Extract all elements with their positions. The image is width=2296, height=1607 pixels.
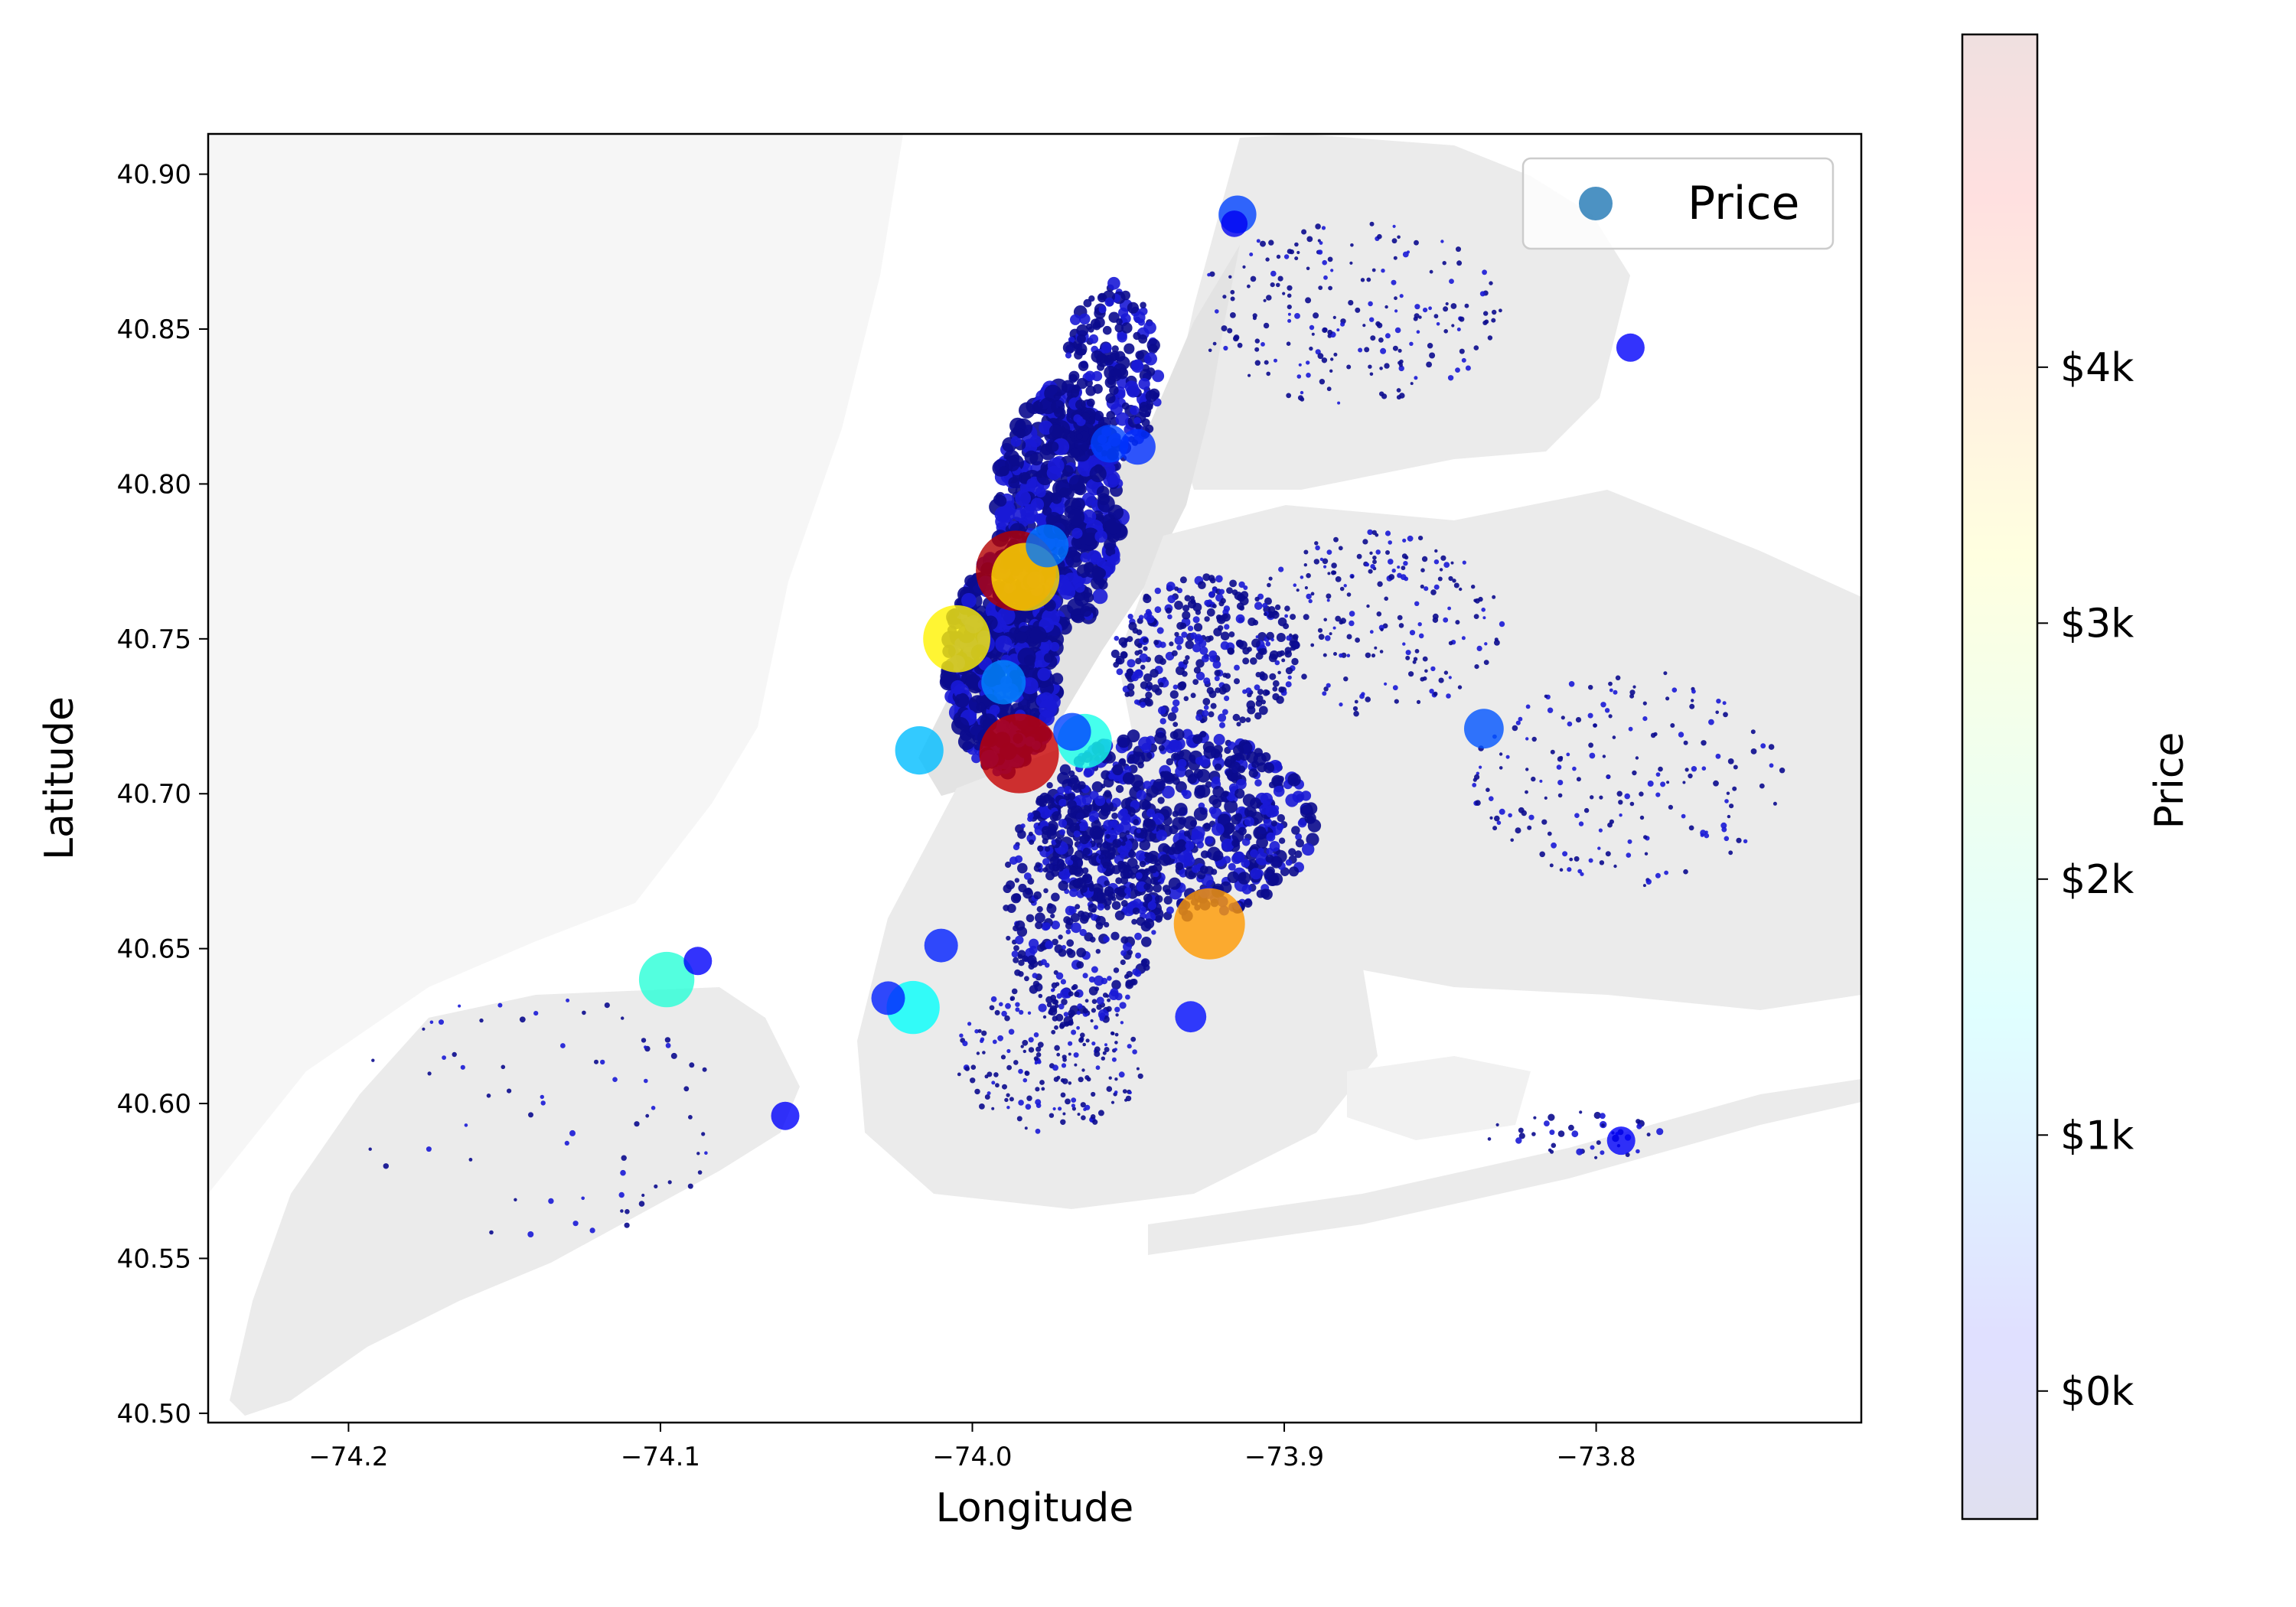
- map-jamaica-bay: [1347, 1056, 1531, 1140]
- y-axis: 40.50 40.55 40.60 40.65 40.70 40.75 40.80 40.85…: [117, 160, 208, 1429]
- colorbar-tick-label: $4k: [2060, 345, 2134, 391]
- colorbar-tick-label: $3k: [2060, 601, 2134, 647]
- x-tick-label: −73.8: [1556, 1442, 1636, 1472]
- scatter-point-5: [638, 951, 695, 1008]
- scatter-point-4: [1173, 888, 1245, 960]
- x-tick-label: −74.1: [621, 1442, 700, 1472]
- colorbar: $0k $1k $2k $3k $4k Price: [1961, 33, 2193, 1521]
- scatter-point-16: [1053, 712, 1091, 751]
- y-tick-label: 40.50: [117, 1399, 191, 1429]
- scatter-point-8: [895, 726, 944, 775]
- y-tick-label: 40.55: [117, 1244, 191, 1274]
- scatter-point-20: [1606, 1126, 1636, 1156]
- colorbar-tick-label: $0k: [2060, 1369, 2134, 1415]
- scatter-point-22: [683, 947, 713, 976]
- x-axis-title: Longitude: [936, 1485, 1134, 1531]
- y-tick-label: 40.60: [117, 1089, 191, 1120]
- x-tick-label: −74.0: [932, 1442, 1012, 1472]
- y-tick-label: 40.80: [117, 469, 191, 500]
- colorbar-gradient: [1962, 34, 2037, 1519]
- plot-frame: [207, 132, 1863, 1424]
- colorbar-frame: [1961, 33, 2039, 1521]
- y-tick-label: 40.65: [117, 934, 191, 965]
- map-staten-island: [230, 987, 800, 1416]
- x-axis: −74.2 −74.1 −74.0 −73.9 −73.8: [308, 1423, 1636, 1472]
- colorbar-ticks: $0k $1k $2k $3k $4k: [2037, 345, 2134, 1415]
- scatter-point-19: [1616, 333, 1645, 362]
- colorbar-tick-label: $1k: [2060, 1113, 2134, 1159]
- price-points: [638, 195, 1645, 1156]
- legend-marker: [1579, 187, 1613, 220]
- map-bronx: [1171, 134, 1630, 490]
- scatter-point-18: [871, 981, 905, 1015]
- colorbar-tick-label: $2k: [2060, 857, 2134, 903]
- y-tick-label: 40.75: [117, 624, 191, 655]
- background-map: [208, 134, 1861, 1416]
- map-new-jersey: [208, 134, 903, 1194]
- legend: Price: [1521, 157, 1835, 250]
- map-rockaway: [1148, 1079, 1861, 1255]
- plot-area: [207, 132, 1863, 1424]
- scatter-point-11: [1026, 524, 1069, 568]
- x-tick-label: −74.2: [308, 1442, 388, 1472]
- scatter-point-15: [1120, 429, 1156, 465]
- y-tick-label: 40.70: [117, 779, 191, 810]
- colorbar-title: Price: [2147, 732, 2193, 830]
- scatter-point-13: [924, 928, 958, 963]
- scatter-point-9: [1464, 709, 1504, 749]
- scatter-point-14: [1091, 425, 1129, 463]
- scatter-point-12: [981, 660, 1026, 705]
- x-tick-label: −73.9: [1244, 1442, 1324, 1472]
- y-tick-label: 40.90: [117, 160, 191, 191]
- map-queens: [1117, 490, 1861, 1010]
- scatter-point-1: [979, 713, 1059, 794]
- legend-box: [1521, 157, 1835, 250]
- legend-label: Price: [1688, 177, 1799, 230]
- y-axis-title: Latitude: [37, 696, 83, 860]
- y-tick-label: 40.85: [117, 315, 191, 345]
- scatter-point-23: [1221, 210, 1248, 237]
- scatter-point-2: [923, 605, 990, 673]
- scatter-point-17: [1175, 1001, 1207, 1033]
- scatter-point-21: [771, 1101, 800, 1130]
